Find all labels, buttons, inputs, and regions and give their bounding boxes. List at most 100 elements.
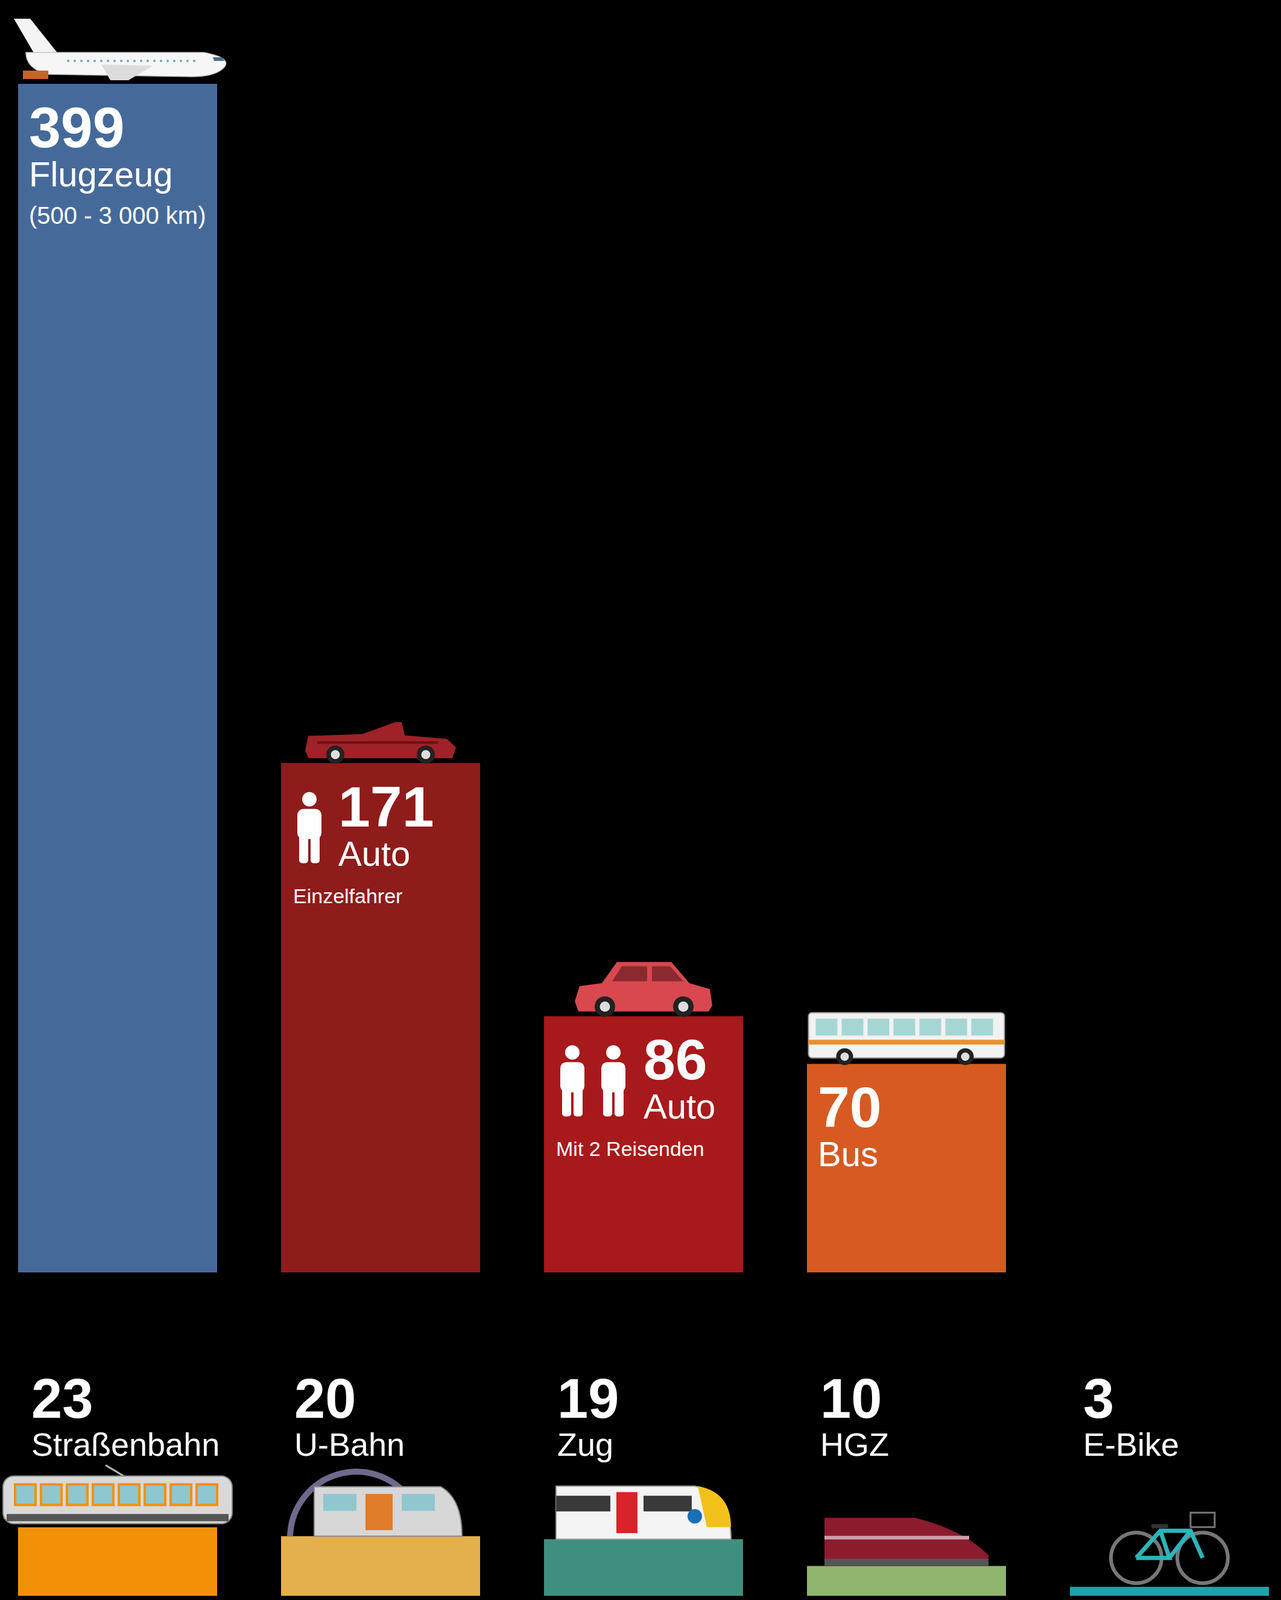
sub-label: Einzelfahrer (293, 884, 403, 908)
plane-window (159, 59, 163, 63)
bus-window (867, 1018, 890, 1035)
bar (18, 1526, 218, 1596)
person-head (565, 1044, 580, 1060)
plane-window (73, 59, 76, 63)
plane-window (113, 59, 116, 63)
hsr-skirt (824, 1558, 989, 1566)
person-icon (601, 1044, 626, 1116)
train-icon (556, 1485, 731, 1539)
plane-window (133, 59, 136, 63)
tram-window (41, 1483, 62, 1505)
person-head (606, 1044, 621, 1060)
value-label: 70 (817, 1074, 882, 1139)
wheel (594, 995, 616, 1017)
category-label: Bus (817, 1133, 879, 1174)
plane-window (80, 59, 83, 63)
plane-window (153, 59, 156, 63)
metro-icon (290, 1470, 462, 1536)
plane-window (146, 59, 149, 63)
value-label: 23 (31, 1367, 93, 1429)
plane-window (186, 59, 189, 63)
bar (544, 1538, 744, 1596)
tram-window (15, 1483, 36, 1505)
plane-window (173, 59, 176, 63)
person-head (302, 791, 317, 807)
category-label: Auto (338, 833, 411, 873)
plane-window (100, 59, 103, 63)
plane-window (106, 59, 110, 63)
plane-cart (22, 70, 49, 80)
category-label: Straßenbahn (31, 1425, 220, 1462)
tram-window (170, 1483, 192, 1505)
plane-window (120, 59, 123, 63)
train-window (556, 1495, 611, 1511)
labels: 399Flugzeug(500 - 3 000 km)171AutoEinzel… (28, 95, 1180, 1462)
plane-window (86, 59, 90, 63)
bar (18, 83, 218, 1272)
train-body (556, 1485, 731, 1539)
hub (678, 1001, 689, 1012)
tram-body (3, 1475, 233, 1523)
person-leg (614, 1086, 624, 1116)
bar (281, 762, 481, 1272)
value-label: 399 (28, 95, 125, 160)
car-window (612, 965, 648, 981)
wheel (326, 745, 345, 764)
person-leg (562, 1086, 572, 1116)
plane-window (126, 59, 130, 63)
metro-window (323, 1493, 357, 1511)
sub-label: (500 - 3 000 km) (28, 202, 206, 229)
train-nose (697, 1485, 731, 1527)
person-leg (299, 834, 309, 864)
wheel (836, 1047, 854, 1065)
plane-window (166, 59, 169, 63)
plane-window (139, 59, 143, 63)
hatch-icon (574, 961, 713, 1017)
bars (18, 83, 1269, 1596)
wheel (416, 745, 435, 764)
person-leg (603, 1086, 613, 1116)
tram-window (144, 1483, 166, 1505)
hsr-body (824, 1517, 989, 1566)
bus-window (919, 1018, 942, 1035)
icons (3, 18, 1228, 1583)
tram-window (196, 1483, 218, 1505)
category-label: Zug (557, 1425, 614, 1462)
bar (544, 1015, 744, 1272)
person-leg (310, 834, 320, 864)
train-door (616, 1491, 638, 1533)
tram-skirt (6, 1513, 229, 1521)
bus-icon (808, 1012, 1005, 1065)
convertible-icon (305, 721, 456, 764)
bike-icon (1110, 1511, 1228, 1583)
hub (331, 749, 341, 759)
category-label: HGZ (820, 1425, 889, 1462)
metro-body (314, 1486, 462, 1536)
hub (421, 749, 431, 759)
plane-tail (13, 18, 60, 55)
bar (806, 1063, 1006, 1272)
metro-door (365, 1493, 393, 1530)
bus-body (808, 1012, 1005, 1058)
bar (281, 1535, 481, 1596)
person-icon (560, 1044, 585, 1116)
car-trim (317, 741, 438, 744)
metro-window (401, 1493, 435, 1511)
bike-seat (1151, 1523, 1169, 1528)
plane-window (93, 59, 96, 63)
plane-window (66, 59, 70, 63)
bus-window (816, 1018, 838, 1035)
value-label: 86 (643, 1027, 708, 1092)
tram-window (118, 1483, 140, 1505)
value-label: 20 (294, 1367, 356, 1429)
sub-label: Mit 2 Reisenden (556, 1136, 705, 1160)
category-label: Flugzeug (28, 154, 174, 194)
tram-window (66, 1483, 88, 1505)
tram-pantograph (105, 1464, 124, 1476)
train-logo (687, 1508, 703, 1523)
value-label: 3 (1083, 1367, 1114, 1429)
plane-wing (101, 64, 153, 81)
wheel (673, 995, 694, 1017)
value-label: 10 (820, 1367, 882, 1429)
bus-stripe (808, 1039, 1005, 1044)
